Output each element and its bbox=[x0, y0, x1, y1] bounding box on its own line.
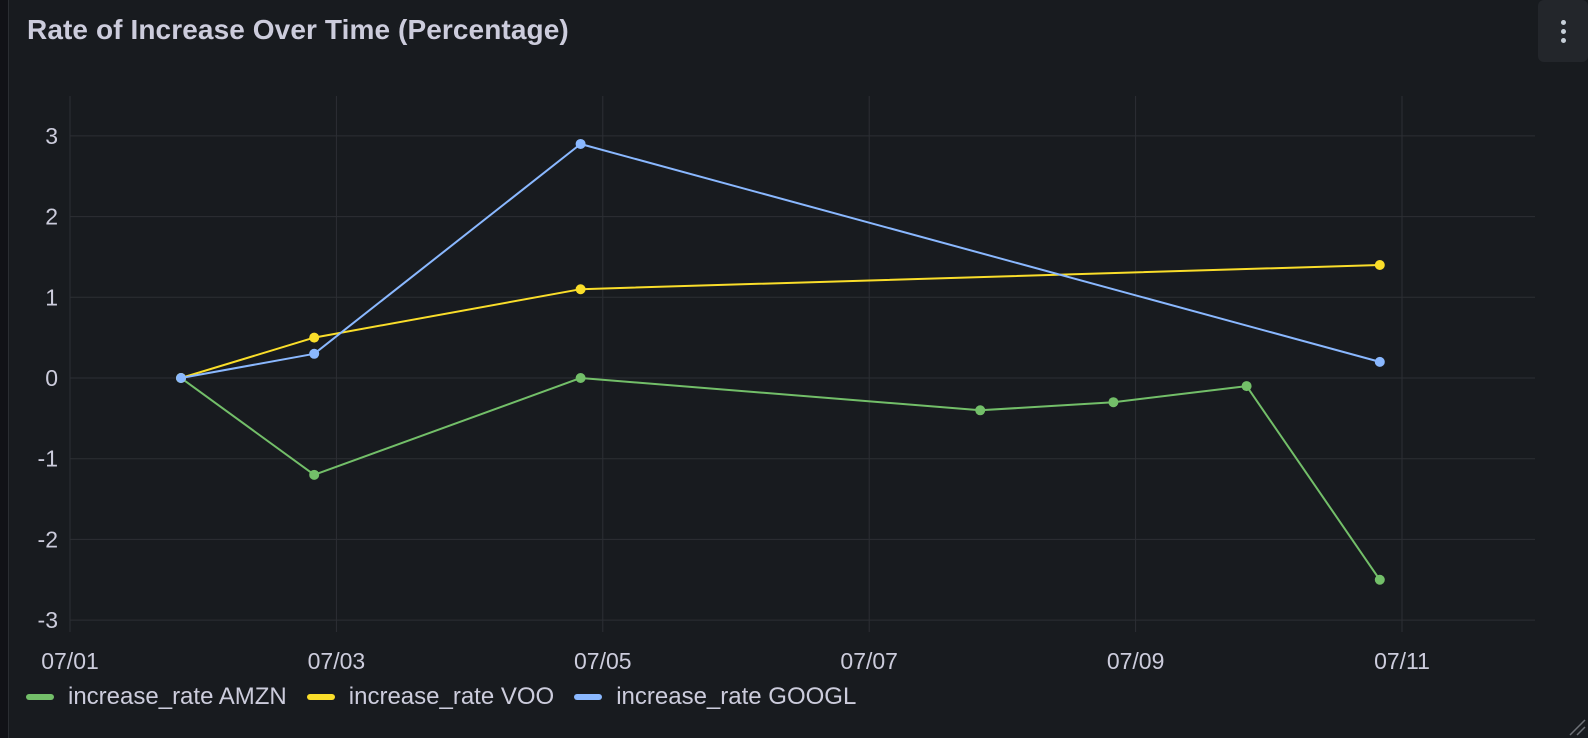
line-chart: 3 2 1 0 -1 -2 -3 07/01 07/03 07/05 07/07 07/09 07/1… bbox=[38, 96, 1535, 674]
chart-panel: Rate of Increase Over Time (Percentage) bbox=[8, 0, 1588, 738]
y-tick-label: 1 bbox=[45, 284, 58, 310]
data-point[interactable] bbox=[1108, 397, 1119, 408]
menu-dot-icon bbox=[1560, 19, 1566, 25]
data-point[interactable] bbox=[1374, 356, 1385, 367]
legend-swatch bbox=[26, 694, 54, 700]
panel-title: Rate of Increase Over Time (Percentage) bbox=[27, 14, 569, 45]
data-point[interactable] bbox=[1374, 574, 1385, 585]
series-lines bbox=[180, 143, 1381, 581]
chart-legend: increase_rate AMZN increase_rate VOO incre… bbox=[26, 682, 856, 712]
x-tick-label: 07/01 bbox=[41, 648, 99, 674]
y-axis-ticks: 3 2 1 0 -1 -2 -3 bbox=[38, 123, 58, 633]
x-tick-label: 07/07 bbox=[840, 648, 898, 674]
data-point[interactable] bbox=[309, 469, 320, 480]
data-point[interactable] bbox=[975, 405, 986, 416]
menu-dot-icon bbox=[1560, 28, 1566, 34]
legend-label: increase_rate GOOGL bbox=[616, 683, 857, 710]
legend-item[interactable]: increase_rate AMZN bbox=[26, 683, 287, 711]
y-tick-label: 0 bbox=[45, 365, 58, 391]
data-point[interactable] bbox=[575, 373, 586, 383]
y-tick-label: 3 bbox=[45, 123, 58, 149]
series-line bbox=[180, 143, 1381, 379]
data-point[interactable] bbox=[1374, 260, 1385, 271]
legend-label: increase_rate VOO bbox=[348, 683, 555, 710]
data-point[interactable] bbox=[575, 138, 586, 149]
menu-dot-icon bbox=[1560, 37, 1566, 43]
data-point[interactable] bbox=[176, 373, 186, 383]
series-line bbox=[180, 264, 1380, 379]
x-axis-ticks: 07/01 07/03 07/05 07/07 07/09 07/11 bbox=[41, 648, 1430, 674]
resize-handle-icon[interactable] bbox=[1566, 716, 1586, 736]
panel-menu-button[interactable] bbox=[1538, 0, 1588, 62]
x-tick-label: 07/11 bbox=[1374, 648, 1430, 674]
legend-item[interactable]: increase_rate GOOGL bbox=[574, 683, 856, 711]
x-tick-label: 07/05 bbox=[574, 648, 632, 674]
legend-item[interactable]: increase_rate VOO bbox=[306, 683, 555, 711]
y-tick-label: -2 bbox=[38, 526, 58, 552]
data-point[interactable] bbox=[1241, 381, 1252, 392]
series-line bbox=[180, 377, 1381, 581]
legend-swatch bbox=[574, 694, 603, 700]
y-tick-label: -1 bbox=[38, 446, 58, 472]
x-tick-label: 07/09 bbox=[1107, 648, 1165, 674]
series-points bbox=[176, 138, 1385, 585]
x-tick-label: 07/03 bbox=[308, 648, 366, 674]
legend-swatch bbox=[306, 694, 335, 700]
chart-grid bbox=[69, 96, 1535, 632]
data-point[interactable] bbox=[575, 284, 586, 295]
y-tick-label: -3 bbox=[38, 607, 58, 633]
y-tick-label: 2 bbox=[45, 204, 58, 230]
legend-label: increase_rate AMZN bbox=[68, 683, 287, 710]
data-point[interactable] bbox=[309, 348, 320, 359]
data-point[interactable] bbox=[309, 332, 320, 343]
